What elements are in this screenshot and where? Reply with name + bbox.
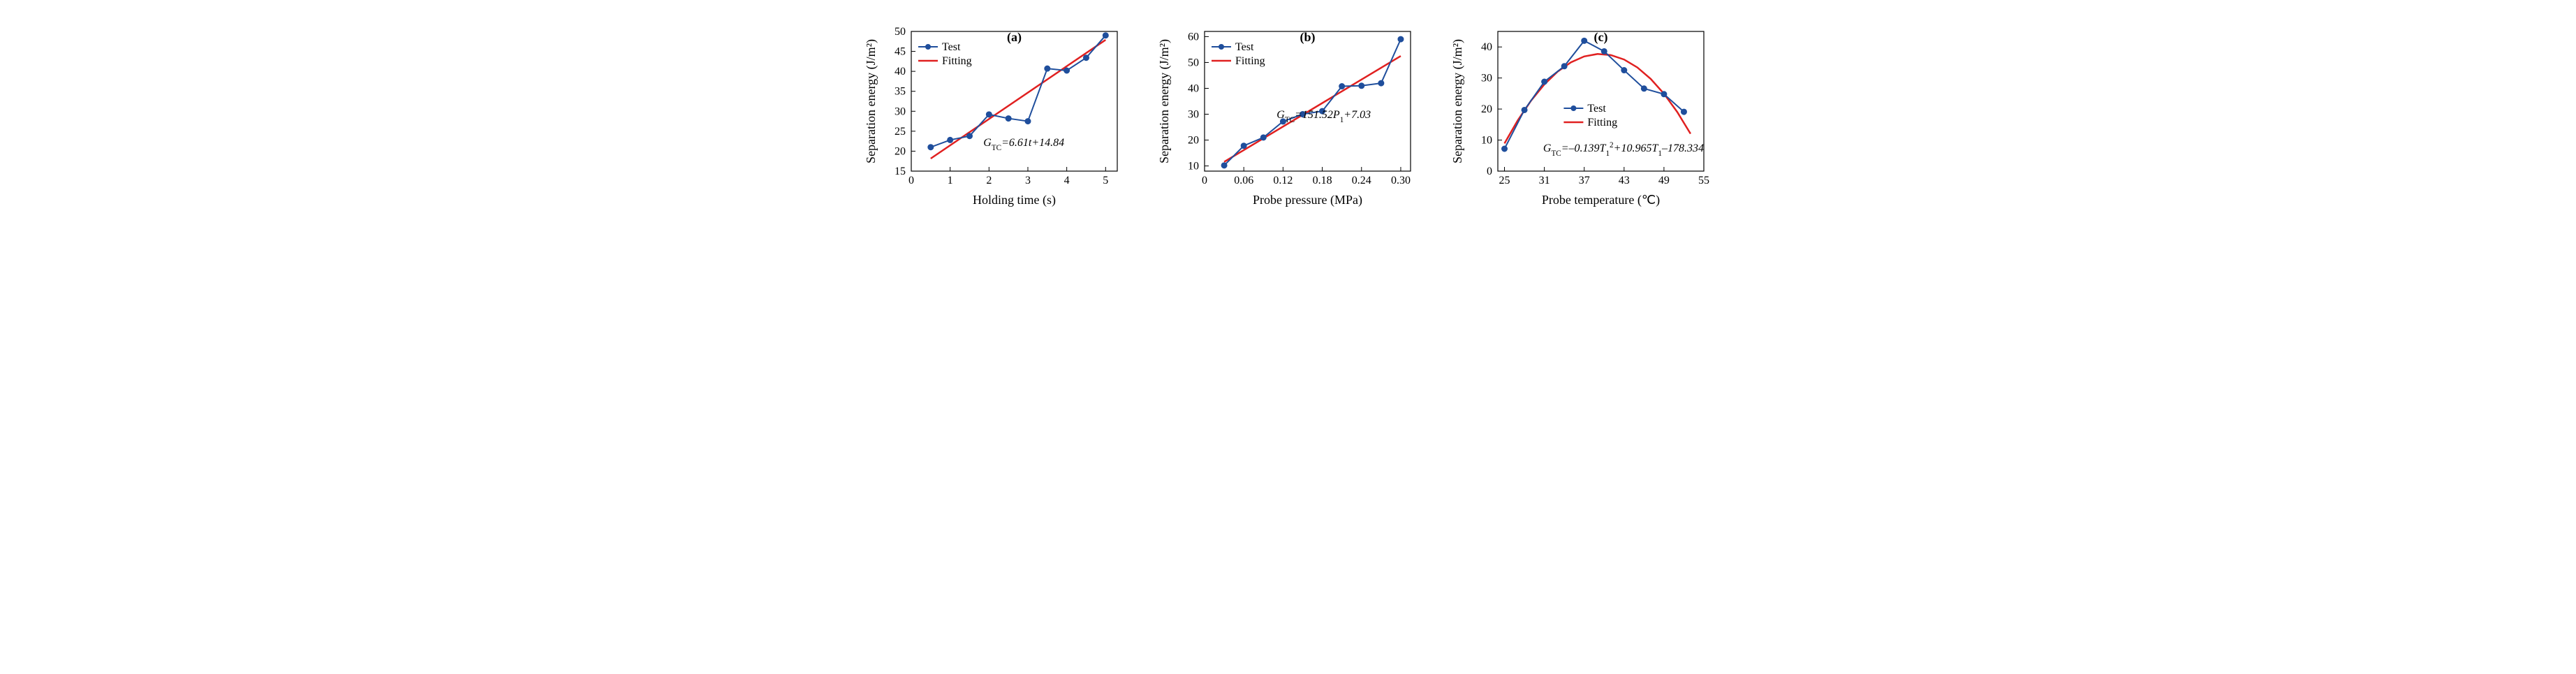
ylabel: Separation energy (J/m²) [864,39,878,163]
legend-test-label: Test [942,41,961,53]
test-marker [1083,55,1089,61]
test-marker [1661,91,1666,97]
equation: GTC=151.52P1+7.03 [1276,109,1371,124]
ytick-label: 30 [895,105,906,117]
xtick-label: 49 [1658,175,1669,186]
panel-a: 0123451520253035404550Holding time (s)Se… [862,14,1128,210]
xtick-label: 5 [1103,175,1108,186]
xtick-label: 0.18 [1312,175,1332,186]
equation: GTC=–0.139T12+10.965T1–178.334 [1543,141,1703,158]
ytick-label: 10 [1481,135,1492,147]
test-marker [1024,119,1030,124]
test-marker [1103,33,1108,38]
ytick-label: 40 [1188,82,1199,94]
ytick-label: 30 [1481,73,1492,85]
test-marker [1063,68,1069,73]
ytick-label: 0 [1487,166,1492,177]
panel-b: 0 0.06 0.12 0.18 0.24 0.30 10 20 30 40 50 60 Probe p… [1156,14,1421,210]
legend-fit-label: Fitting [1587,117,1617,129]
legend-test-marker [1219,44,1224,50]
xtick-label: 25 [1499,175,1510,186]
xtick-label: 1 [947,175,952,186]
legend-fit-label: Fitting [942,55,972,67]
legend-test-label: Test [1235,41,1254,53]
ylabel: Separation energy (J/m²) [1157,39,1172,163]
panel_b-svg: 0 0.06 0.12 0.18 0.24 0.30 10 20 30 40 50 60 Probe p… [1156,14,1421,210]
test-marker [1641,86,1647,91]
ytick-label: 50 [895,26,906,38]
xtick-label: 0.30 [1390,175,1410,186]
xtick-label: 43 [1618,175,1629,186]
xtick-label: 4 [1063,175,1069,186]
test-marker [986,112,992,117]
legend-test-label: Test [1587,103,1606,115]
test-marker [927,145,933,150]
test-marker [1260,135,1266,140]
ylabel: Separation energy (J/m²) [1450,39,1465,163]
xtick-label: 2 [986,175,992,186]
ytick-label: 50 [1188,57,1199,68]
panel-label: (a) [1007,30,1022,45]
xtick-label: 0.24 [1351,175,1371,186]
test-marker [1601,48,1607,54]
test-marker [1541,79,1547,85]
panel-label: (c) [1594,30,1607,45]
test-marker [1681,109,1686,115]
ytick-label: 20 [1188,135,1199,147]
test-marker [1044,66,1050,71]
xtick-label: 0 [908,175,914,186]
test-marker [1006,116,1011,122]
test-marker [947,137,952,142]
xtick-label: 3 [1024,175,1030,186]
test-marker [1561,64,1567,69]
test-marker [1378,80,1383,86]
xtick-label: 0 [1202,175,1207,186]
panel-c: 25 31 37 43 49 55 0 10 20 30 40 Probe temperature (… [1449,14,1714,210]
ytick-label: 10 [1188,161,1199,173]
ytick-label: 20 [1481,103,1492,115]
xtick-label: 0.06 [1234,175,1253,186]
legend-test-marker [1570,105,1576,111]
test-marker [1241,143,1246,149]
xtick-label: 0.12 [1273,175,1293,186]
test-marker [1522,107,1527,112]
test-marker [966,133,972,139]
test-line [1504,41,1684,149]
panel-label: (b) [1300,30,1315,45]
test-marker [1397,36,1403,42]
test-marker [1221,163,1227,168]
legend-fit-label: Fitting [1235,55,1265,67]
test-marker [1501,146,1507,152]
panels-container: 0123451520253035404550Holding time (s)Se… [14,14,2562,210]
test-marker [1339,84,1344,89]
ytick-label: 15 [895,166,906,177]
test-marker [1358,83,1364,89]
ytick-label: 20 [895,145,906,157]
xtick-label: 37 [1578,175,1589,186]
ytick-label: 40 [1481,41,1492,53]
test-marker [1621,68,1626,73]
xtick-label: 31 [1538,175,1550,186]
equation: GTC=6.61t+14.84 [983,137,1064,152]
panel_a-svg: 0123451520253035404550Holding time (s)Se… [862,14,1128,210]
xlabel: Holding time (s) [973,193,1056,207]
ytick-label: 35 [895,86,906,98]
test-marker [1581,38,1587,43]
ytick-label: 25 [895,126,906,138]
panel_c-svg: 25 31 37 43 49 55 0 10 20 30 40 Probe temperature (… [1449,14,1714,210]
xlabel: Probe temperature (℃) [1541,193,1659,207]
legend-test-marker [925,44,931,50]
ytick-label: 60 [1188,31,1199,43]
ytick-label: 30 [1188,109,1199,121]
ytick-label: 45 [895,46,906,58]
ytick-label: 40 [895,66,906,78]
xlabel: Probe pressure (MPa) [1253,193,1362,207]
xtick-label: 55 [1698,175,1709,186]
